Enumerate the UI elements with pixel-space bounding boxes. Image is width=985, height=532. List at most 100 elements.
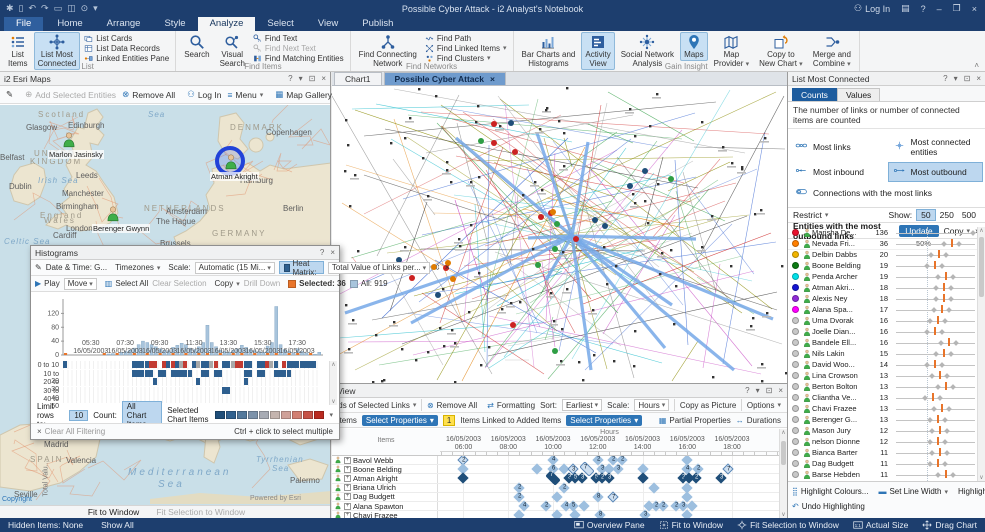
add-selected-entities-button[interactable]: ⊕ Add Selected Entities [25, 89, 117, 100]
play-button[interactable]: ▶ Play [35, 279, 60, 288]
status-fit-selection-to-window[interactable]: Fit Selection to Window [737, 520, 839, 530]
ribbon-button-find-next-text[interactable]: A Find Next Text [250, 43, 347, 53]
link-width-slider[interactable] [894, 271, 977, 282]
heat-row-30-to-40[interactable] [63, 386, 321, 395]
option-most-links[interactable]: Most links [790, 133, 886, 161]
entity-row-delbin-dabbs[interactable]: Delbin Dabbs 20 [788, 249, 977, 260]
histo-edit-icon[interactable]: ✎ [35, 263, 42, 272]
ribbon-button-find-text[interactable]: A Find Text [250, 33, 347, 43]
ribbon-button-find-clusters[interactable]: Find Clusters ▾ [422, 53, 510, 63]
add-ends-button[interactable]: Add Ends of Selected Links ▾ [332, 400, 417, 410]
activity-row-dag-budgett[interactable]: + Dag Budgett 2 8 7 [332, 491, 779, 503]
ribbon-button-social-network-analysis[interactable]: Social Network Analysis [617, 32, 678, 70]
histo-float-icon[interactable]: ⇕ [434, 263, 441, 272]
rp-menu-icon[interactable]: ▾ [953, 74, 958, 83]
chart-tab-close-icon[interactable]: × [489, 74, 495, 84]
entity-row-boone-belding[interactable]: Boone Belding 19 [788, 260, 977, 271]
select-properties-button-1[interactable]: Select Properties ▾ [361, 414, 438, 426]
entity-row-mason-jury[interactable]: Mason Jury 12 [788, 425, 977, 436]
option-most-inbound[interactable]: Most inbound [790, 162, 886, 182]
map-menu-icon[interactable]: ▾ [298, 74, 303, 83]
expander-icon[interactable]: + [344, 493, 351, 501]
copy-as-picture-button[interactable]: Copy as Picture [679, 400, 737, 410]
histo-close2-icon[interactable]: × [444, 263, 450, 272]
event-marker[interactable]: 3 [612, 463, 624, 475]
activity-close-icon[interactable]: × [778, 386, 783, 395]
map-close-icon[interactable]: × [321, 74, 326, 83]
heat-row-20-to-30[interactable] [63, 378, 321, 387]
ribbon-tab-file[interactable]: File [4, 17, 44, 31]
histograms-close-icon[interactable]: × [330, 248, 335, 257]
entity-row-joelle-dian-[interactable]: Joelle Dian... 16 [788, 326, 977, 337]
move-select[interactable]: Move ▾ [63, 277, 97, 290]
ribbon-button-list-most-connected[interactable]: List Most Connected [33, 32, 81, 70]
heat-row-0-to-10[interactable] [63, 361, 321, 369]
rp-pin-icon[interactable]: ⊡ [963, 74, 971, 83]
entity-row-penda-archer[interactable]: Penda Archer 19 [788, 271, 977, 282]
ribbon-tab-view[interactable]: View [317, 18, 339, 29]
expander-icon[interactable]: + [344, 465, 351, 473]
entity-row-bianca-barter[interactable]: Bianca Barter 11 [788, 447, 977, 458]
ribbon-button-find-linked-items[interactable]: Find Linked Items ▾ [422, 43, 510, 53]
login-button[interactable]: ⚇ Log In [854, 3, 891, 14]
activity-pin-icon[interactable]: ⊡ [765, 386, 773, 395]
link-width-slider[interactable] [894, 238, 977, 249]
map-gallery-button[interactable]: ▦ Map Gallery [275, 89, 333, 100]
collapse-ribbon-icon[interactable]: ˄ [974, 61, 979, 70]
status-actual-size[interactable]: 1:1 Actual Size [853, 520, 909, 530]
map-fit-to-window-button[interactable]: Fit to Window [85, 507, 140, 517]
rp-tab-values[interactable]: Values [836, 88, 881, 101]
event-marker[interactable] [578, 500, 590, 512]
window-icon[interactable]: ◫ [67, 3, 76, 13]
timezones-button[interactable]: Timezones ▾ [115, 263, 161, 272]
durations-button[interactable]: ↔ Durations [735, 415, 781, 425]
ribbon-button-maps[interactable]: Maps [680, 32, 708, 61]
link-width-slider[interactable] [894, 293, 977, 304]
histogram-chart[interactable]: 120 80 40 0 [31, 291, 339, 361]
ribbon-tab-select[interactable]: Select [267, 18, 294, 29]
redo-icon[interactable]: ↷ [41, 3, 49, 13]
formatting-button[interactable]: ⇄ Formatting [487, 400, 536, 410]
ribbon-tab-home[interactable]: Home [57, 18, 83, 29]
link-width-slider[interactable] [894, 260, 977, 271]
heat-matrix[interactable]: Total Valu... 0 to 10 10 to 20 20 to 30 30 t… [31, 361, 339, 497]
expander-icon[interactable]: + [344, 474, 351, 482]
heat-row-10-to-20[interactable] [63, 369, 321, 378]
entity-row-marisha-de-[interactable]: Marisha De... 136 [788, 227, 977, 238]
ribbon-button-map-provider[interactable]: Map Provider ▾ [710, 32, 754, 71]
event-marker[interactable]: 8 [594, 509, 606, 518]
ribbon-button-list-data-records[interactable]: List Data Records [81, 43, 172, 53]
event-marker[interactable] [681, 509, 693, 518]
entity-row-nelson-dionne[interactable]: nelson Dionne 12 [788, 436, 977, 447]
undo-highlighting-button[interactable]: ↶ Undo Highlighting [792, 502, 865, 511]
ribbon-button-activity-view[interactable]: Activity View [581, 32, 615, 70]
open-icon[interactable]: ▭ [53, 3, 63, 13]
expander-icon[interactable]: + [344, 484, 351, 492]
event-marker[interactable]: 3 [576, 472, 588, 485]
remove-all-button[interactable]: ⊗ Remove All [122, 89, 176, 100]
sort-select[interactable]: Earliest ▾ [561, 399, 603, 411]
ribbon-button-copy-to-new-chart[interactable]: Copy to New Chart ▾ [755, 32, 807, 71]
heat-row-40-to-50[interactable] [63, 395, 321, 404]
expander-icon[interactable]: + [344, 511, 351, 518]
event-marker[interactable] [636, 472, 649, 485]
entity-row-alana-spa-[interactable]: Alana Spa... 17 [788, 304, 977, 315]
ribbon-button-visual-search[interactable]: Visual Search [216, 32, 249, 70]
clear-all-filtering-button[interactable]: × Clear All Filtering [37, 427, 106, 436]
heat-matrix-toggle[interactable]: Heat Matrix: [278, 259, 324, 277]
entity-row-nils-lakin[interactable]: Nils Lakin 15 [788, 348, 977, 359]
close-button[interactable]: × [971, 3, 977, 14]
show-option-500[interactable]: 500 [961, 210, 976, 220]
highlight-top-button[interactable]: Highlight Top 8 [958, 487, 985, 496]
options-button[interactable]: Options ▾ [746, 400, 782, 410]
restrict-button[interactable]: Restrict ▾ [793, 210, 829, 220]
event-marker[interactable] [531, 463, 543, 475]
rp-close-icon[interactable]: × [976, 74, 981, 83]
link-width-slider[interactable] [894, 315, 977, 326]
ribbon-button-find-connecting-network[interactable]: Find Connecting Network [355, 32, 421, 70]
ribbon-tab-arrange[interactable]: Arrange [106, 18, 141, 29]
histo-copy-button[interactable]: Copy ▾ [214, 279, 240, 288]
gradient-dropdown-icon[interactable]: ▾ [329, 412, 333, 419]
activity-row-chavi-frazee[interactable]: + Chavi Frazee 8 3 [332, 509, 779, 518]
entity-row-berton-bolton[interactable]: Berton Bolton 13 [788, 381, 977, 392]
